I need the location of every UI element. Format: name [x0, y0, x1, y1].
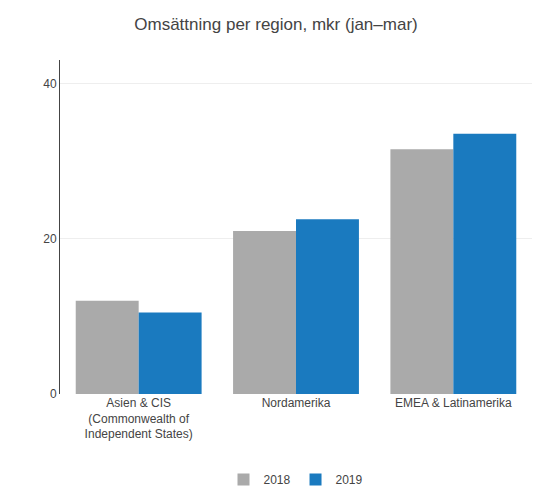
svg-text:2019: 2019: [336, 473, 363, 487]
svg-text:EMEA & Latinamerika: EMEA & Latinamerika: [395, 396, 512, 410]
svg-text:40: 40: [43, 77, 57, 91]
svg-text:0: 0: [50, 387, 57, 401]
svg-text:Omsättning per region, mkr (ja: Omsättning per region, mkr (jan–mar): [134, 15, 417, 34]
svg-text:Asien & CIS(Commonwealth ofInd: Asien & CIS(Commonwealth ofIndependent S…: [85, 396, 193, 441]
svg-text:2018: 2018: [264, 473, 291, 487]
svg-text:20: 20: [43, 232, 57, 246]
svg-text:Nordamerika: Nordamerika: [262, 396, 331, 410]
